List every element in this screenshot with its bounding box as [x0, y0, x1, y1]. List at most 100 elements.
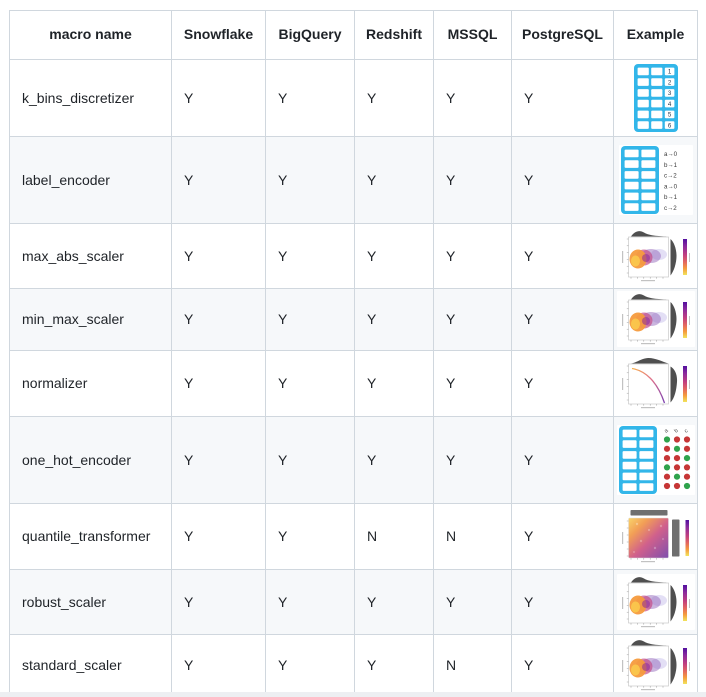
mssql-support-cell: N [433, 633, 512, 696]
example-cell [613, 349, 698, 417]
binned-table-icon: 1 2 3 4 5 6 [633, 63, 678, 132]
normalizer-example-image [616, 355, 695, 411]
column-header-bigquery: BigQuery [265, 10, 355, 60]
mapping-label: b→1 [664, 194, 678, 201]
bigquery-support-cell: Y [265, 58, 355, 137]
table-row-label-encoder: label_encoder Y Y Y Y Y a→0 b→1 c→2 a→0 … [9, 135, 698, 224]
scatter-jointplot-icon [619, 638, 693, 692]
redshift-support-cell: Y [354, 415, 434, 504]
macro-name-cell: robust_scaler [9, 568, 172, 635]
macro-name-cell: k_bins_discretizer [9, 58, 172, 137]
postgresql-support-cell: Y [511, 135, 614, 224]
redshift-support-cell: Y [354, 135, 434, 224]
curve-jointplot-icon [620, 357, 691, 409]
snowflake-support-cell: Y [171, 287, 266, 351]
bigquery-support-cell: Y [265, 287, 355, 351]
column-header-mssql: MSSQL [433, 10, 512, 60]
bin-label: 2 [667, 79, 671, 86]
label-mapping-icon: a→0 b→1 c→2 a→0 b→1 c→2 [620, 145, 678, 214]
column-header-redshift: Redshift [354, 10, 434, 60]
one-hot-encoder-example-image: a b c [616, 424, 695, 495]
redshift-support-cell: N [354, 502, 434, 570]
label-encoder-example-image: a→0 b→1 c→2 a→0 b→1 c→2 [618, 144, 693, 215]
bigquery-support-cell: Y [265, 502, 355, 570]
robust-scaler-example-image [616, 573, 695, 630]
max-abs-scaler-example-image [616, 227, 695, 284]
table-row-max-abs-scaler: max_abs_scaler Y Y Y Y Y [9, 222, 698, 289]
macro-name-cell: label_encoder [9, 135, 172, 224]
column-header-snowflake: Snowflake [171, 10, 266, 60]
mssql-support-cell: Y [433, 222, 512, 289]
postgresql-support-cell: Y [511, 287, 614, 351]
mssql-support-cell: Y [433, 568, 512, 635]
mssql-support-cell: Y [433, 349, 512, 417]
bigquery-support-cell: Y [265, 633, 355, 696]
scatter-jointplot-icon [619, 292, 693, 346]
bin-label: 4 [667, 100, 671, 107]
snowflake-support-cell: Y [171, 58, 266, 137]
snowflake-support-cell: Y [171, 415, 266, 504]
redshift-support-cell: Y [354, 58, 434, 137]
mapping-label: a→0 [664, 183, 678, 190]
redshift-support-cell: Y [354, 222, 434, 289]
one-hot-column-label: c [683, 428, 689, 435]
redshift-support-cell: Y [354, 349, 434, 417]
snowflake-support-cell: Y [171, 222, 266, 289]
bigquery-support-cell: Y [265, 568, 355, 635]
table-row-robust-scaler: robust_scaler Y Y Y Y Y [9, 568, 698, 635]
example-cell [613, 222, 698, 289]
table-row-standard-scaler: standard_scaler Y Y Y N Y [9, 633, 698, 696]
postgresql-support-cell: Y [511, 502, 614, 570]
min-max-scaler-example-image [616, 291, 695, 347]
postgresql-support-cell: Y [511, 415, 614, 504]
scatter-jointplot-icon [619, 575, 693, 629]
mapping-label: b→1 [664, 161, 678, 168]
bigquery-support-cell: Y [265, 135, 355, 224]
postgresql-support-cell: Y [511, 222, 614, 289]
bigquery-support-cell: Y [265, 222, 355, 289]
macro-name-cell: standard_scaler [9, 633, 172, 696]
header-row: macro name Snowflake BigQuery Redshift M… [9, 10, 698, 60]
redshift-support-cell: Y [354, 287, 434, 351]
mssql-support-cell: N [433, 502, 512, 570]
example-cell [613, 287, 698, 351]
one-hot-column-label: b [673, 427, 679, 434]
column-header-example: Example [613, 10, 698, 60]
macro-name-cell: quantile_transformer [9, 502, 172, 570]
macro-name-cell: normalizer [9, 349, 172, 417]
one-hot-dots-icon: a b c [618, 425, 690, 494]
mapping-label: a→0 [664, 151, 678, 158]
column-header-postgresql: PostgreSQL [511, 10, 614, 60]
snowflake-support-cell: Y [171, 568, 266, 635]
bin-label: 1 [667, 68, 671, 75]
bin-label: 3 [667, 90, 671, 97]
snowflake-support-cell: Y [171, 633, 266, 696]
postgresql-support-cell: Y [511, 58, 614, 137]
macro-name-cell: min_max_scaler [9, 287, 172, 351]
example-cell: a→0 b→1 c→2 a→0 b→1 c→2 [613, 135, 698, 224]
bigquery-support-cell: Y [265, 415, 355, 504]
postgresql-support-cell: Y [511, 633, 614, 696]
k-bins-discretizer-example-image: 1 2 3 4 5 6 [631, 62, 680, 133]
snowflake-support-cell: Y [171, 135, 266, 224]
column-header-macro-name: macro name [9, 10, 172, 60]
table-row-normalizer: normalizer Y Y Y Y Y [9, 349, 698, 417]
bottom-edge-strip [0, 692, 706, 697]
mapping-label: c→2 [664, 172, 677, 179]
bin-label: 5 [667, 111, 671, 118]
quantile-transformer-example-image [616, 507, 695, 565]
standard-scaler-example-image [616, 636, 695, 693]
snowflake-support-cell: Y [171, 502, 266, 570]
table-row-k-bins-discretizer: k_bins_discretizer Y Y Y Y Y [9, 58, 698, 137]
macro-name-cell: max_abs_scaler [9, 222, 172, 289]
table-row-min-max-scaler: min_max_scaler Y Y Y Y Y [9, 287, 698, 351]
example-cell: 1 2 3 4 5 6 [613, 58, 698, 137]
scatter-jointplot-icon [619, 229, 693, 283]
table-row-quantile-transformer: quantile_transformer Y Y N N Y [9, 502, 698, 570]
macro-support-table: macro name Snowflake BigQuery Redshift M… [9, 10, 698, 696]
example-cell: a b c [613, 415, 698, 504]
example-cell [613, 633, 698, 696]
bin-label: 6 [667, 122, 671, 129]
mssql-support-cell: Y [433, 415, 512, 504]
